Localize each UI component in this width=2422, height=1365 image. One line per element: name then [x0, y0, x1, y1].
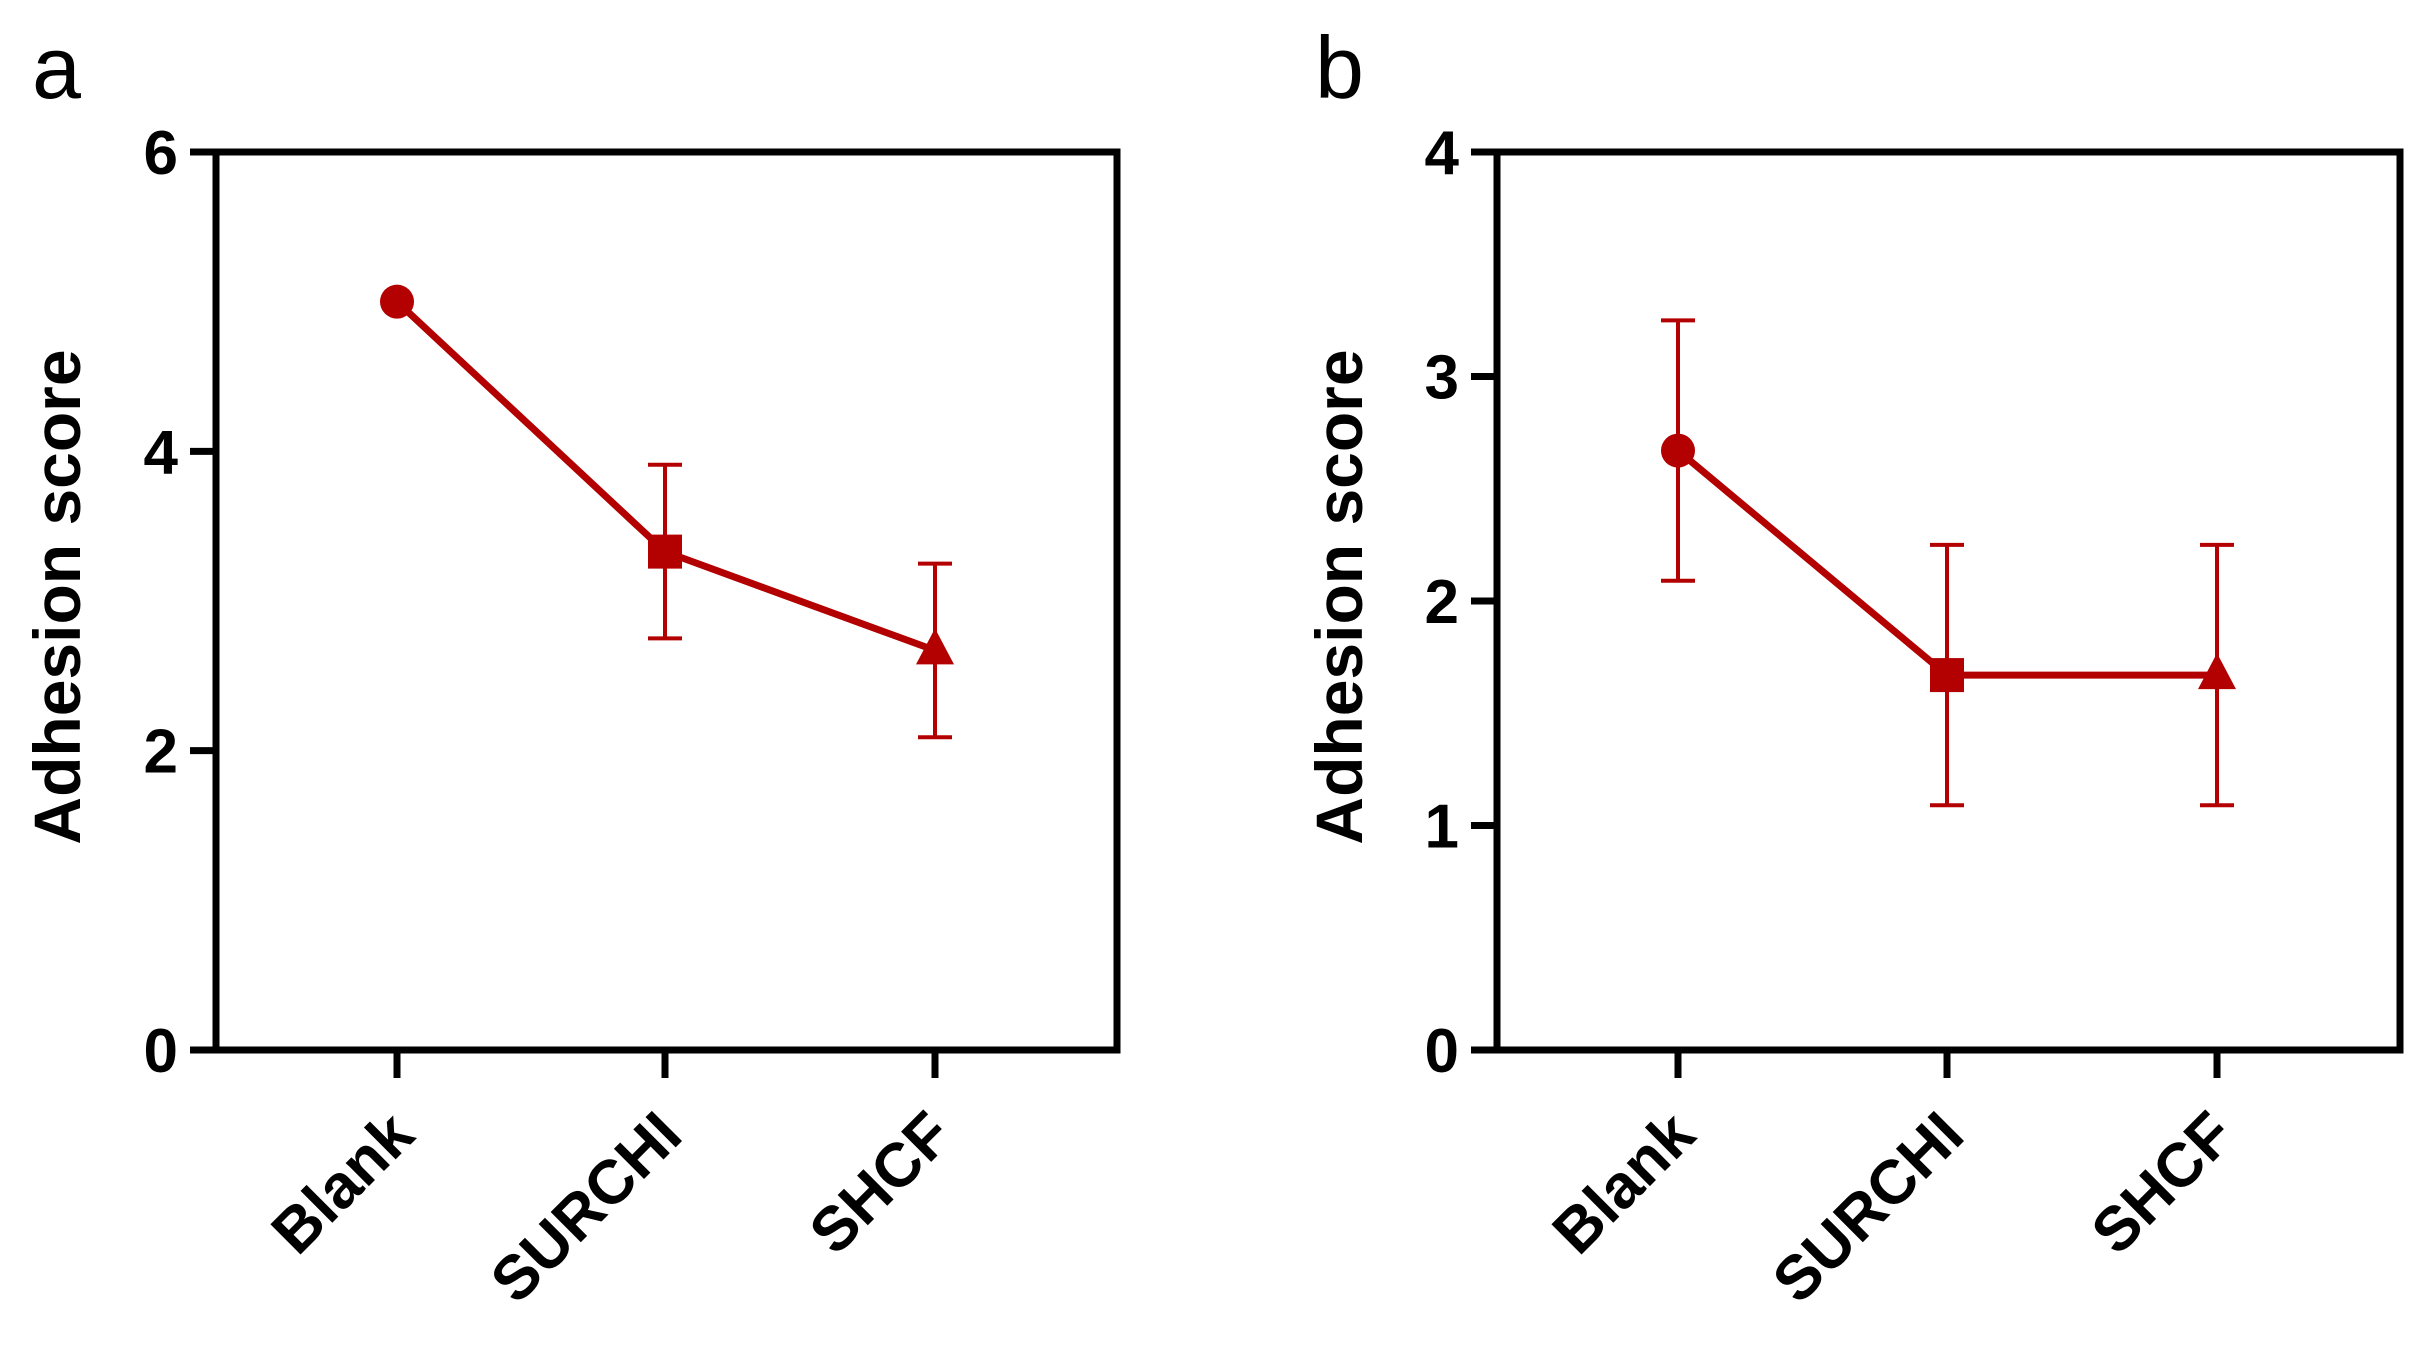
y-tick-label: 4 — [144, 418, 179, 487]
data-point-triangle — [916, 628, 954, 665]
data-point-square — [648, 534, 682, 569]
x-tick-label: SURCHI — [1760, 1099, 1977, 1316]
y-axis-title: Adhesion score — [1302, 349, 1376, 844]
y-tick-label: 0 — [144, 1017, 178, 1086]
data-point-square — [1930, 658, 1964, 693]
x-tick-label: Blank — [1540, 1099, 1709, 1268]
x-tick-label: SHCF — [797, 1099, 965, 1267]
data-point-triangle — [2198, 653, 2236, 690]
data-point-circle — [1661, 433, 1695, 468]
data-point-circle — [380, 284, 414, 319]
panel-b: b Adhesion score 0 1 2 3 4 Blank SURCHI SHCF — [1302, 18, 2404, 1316]
y-tick-label: 1 — [1425, 793, 1459, 862]
x-tick-label: SURCHI — [478, 1099, 695, 1316]
y-axis-title: Adhesion score — [20, 349, 94, 844]
y-tick-label: 4 — [1425, 119, 1460, 188]
y-tick-label: 6 — [144, 119, 178, 188]
y-tick-label: 0 — [1425, 1017, 1459, 1086]
x-tick-label: Blank — [259, 1099, 428, 1268]
panel-letter: b — [1315, 18, 1364, 117]
x-tick-label: SHCF — [2079, 1099, 2247, 1267]
panel-a: a Adhesion score 0 2 4 6 Blank SURCHI SHCF — [20, 18, 1121, 1316]
panel-letter: a — [32, 18, 81, 117]
y-tick-label: 3 — [1425, 344, 1459, 413]
y-tick-label: 2 — [144, 718, 178, 787]
y-tick-label: 2 — [1425, 568, 1459, 637]
